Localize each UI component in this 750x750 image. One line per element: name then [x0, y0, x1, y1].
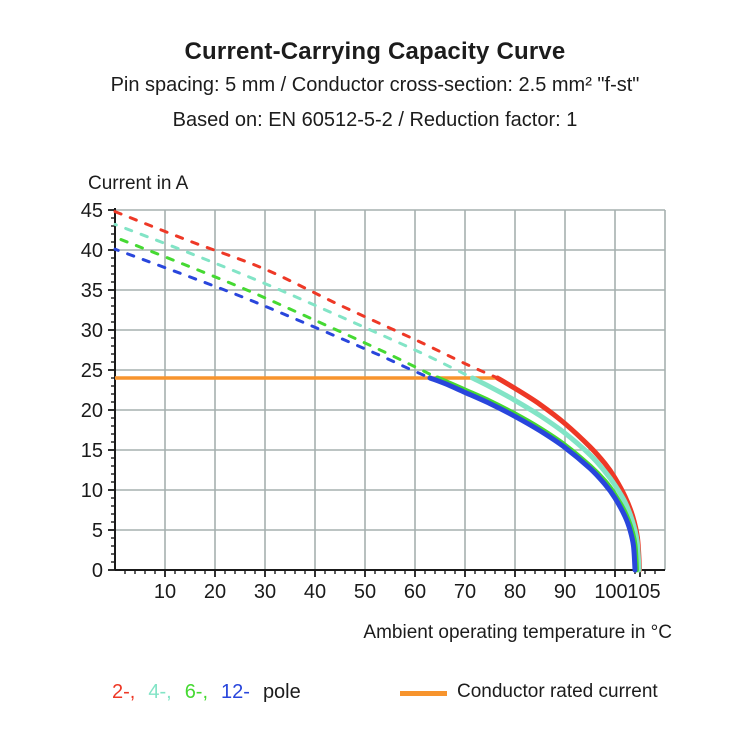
- x-tick-label: 20: [204, 581, 226, 603]
- legend-pole-label: 12-: [221, 681, 250, 703]
- x-axis-title: Ambient operating temperature in °C: [363, 622, 672, 643]
- y-tick-label: 30: [81, 320, 103, 342]
- x-tick-label: 60: [404, 581, 426, 603]
- y-tick-label: 15: [81, 440, 103, 462]
- legend-pole-label: 2-,: [112, 681, 136, 703]
- y-tick-label: 40: [81, 240, 103, 262]
- subtitle-line2: Based on: EN 60512-5-2 / Reduction facto…: [172, 109, 578, 131]
- curve-4-pole-dashed: [113, 222, 474, 380]
- legend-poles: 2-, 4-, 6-, 12- pole: [112, 681, 301, 704]
- rated-current-label: Conductor rated current: [457, 681, 658, 702]
- x-tick-label: 70: [454, 581, 476, 603]
- legend-pole-suffix: pole: [262, 681, 301, 703]
- y-tick-label: 5: [92, 520, 103, 542]
- rated-current-swatch: [400, 691, 447, 696]
- y-axis-title: Current in A: [88, 173, 189, 194]
- x-tick-label: 40: [304, 581, 326, 603]
- curve-2-pole-solid: [495, 375, 642, 573]
- curve-6-pole-dashed: [113, 235, 439, 380]
- x-tick-label: 50: [354, 581, 376, 603]
- y-tick-label: 25: [81, 360, 103, 382]
- curve-12-pole-solid: [427, 375, 638, 573]
- y-tick-label: 10: [81, 480, 103, 502]
- curve-2-pole-dashed: [113, 210, 499, 380]
- page-title: Current-Carrying Capacity Curve: [184, 38, 566, 65]
- legend-pole-label: 6-,: [184, 681, 209, 703]
- x-tick-label: 100: [594, 581, 627, 603]
- subtitle-line1: Pin spacing: 5 mm / Conductor cross-sect…: [110, 74, 640, 96]
- legend-pole-label: 4-,: [148, 681, 172, 703]
- curve-12-pole-dashed: [113, 247, 432, 380]
- x-tick-label: 90: [554, 581, 576, 603]
- x-tick-label: 80: [504, 581, 526, 603]
- curve-4-pole-solid: [470, 375, 642, 573]
- y-tick-label: 45: [81, 200, 103, 222]
- y-tick-label: 20: [81, 400, 103, 422]
- y-tick-label: 0: [92, 560, 103, 582]
- x-tick-label: 105: [627, 581, 660, 603]
- y-tick-label: 35: [81, 280, 103, 302]
- x-tick-label: 30: [254, 581, 276, 603]
- x-tick-label: 10: [154, 581, 176, 603]
